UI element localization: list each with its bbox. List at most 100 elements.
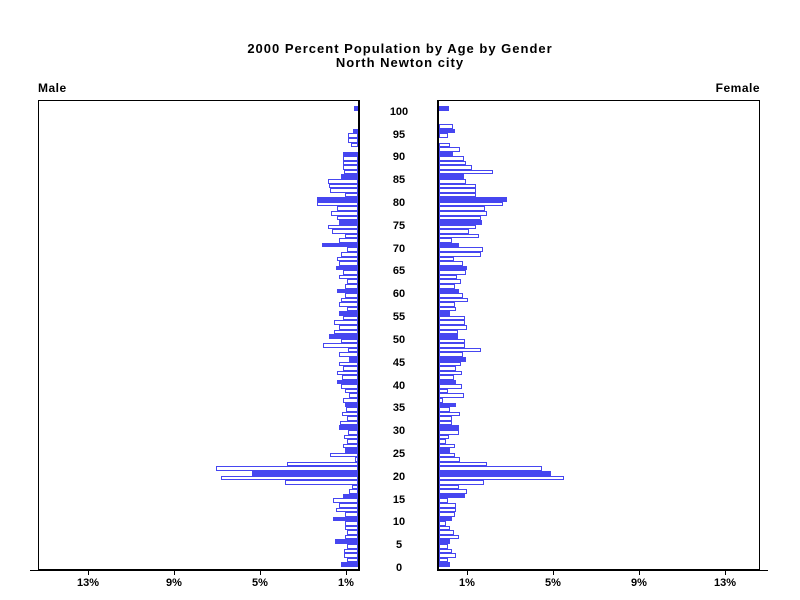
chart-title-line2: North Newton city [335,55,465,70]
female-bar-age-2 [439,553,456,558]
male-bar-age-84 [327,179,358,184]
female-bar-age-86 [439,169,493,175]
age-tick-label-35: 35 [392,402,406,415]
female-bar-age-76 [439,215,482,221]
male-bar-age-5 [335,539,358,545]
female-bar-age-26 [439,443,455,449]
male-bar-age-62 [347,279,358,284]
female-bar-age-6 [439,534,459,540]
age-tick-label-80: 80 [392,197,406,210]
female-bar-age-36 [439,398,444,403]
female-bar-age-65 [439,265,468,271]
female-bar-age-54 [439,315,465,321]
female-bar-age-68 [439,252,481,257]
male-bar-age-56 [347,306,358,312]
age-tick-label-70: 70 [392,242,406,255]
female-bar-age-23 [439,457,461,462]
female-bar-age-51 [439,329,459,335]
female-bar-age-8 [439,525,451,531]
female-bar-age-34 [439,407,450,412]
female-bar-age-75 [439,220,482,225]
male-bar-age-78 [336,206,358,211]
female-bar-age-30 [439,425,459,430]
female-bar-age-0 [439,562,451,567]
age-tick-label-60: 60 [392,288,406,301]
female-bar-age-29 [439,429,459,435]
male-bar-age-79 [317,201,358,207]
male-bar-age-57 [338,302,358,307]
male-bar-age-43 [342,366,358,371]
male-pct-tick-1 [346,570,347,575]
male-bar-age-36 [342,398,358,403]
male-bar-age-19 [221,475,358,481]
male-bar-age-9 [345,521,358,526]
male-bar-age-80 [317,197,358,202]
female-bar-age-72 [439,233,479,239]
age-tick-label-75: 75 [392,219,406,232]
male-bar-age-77 [330,210,358,216]
age-tick-label-65: 65 [392,265,406,278]
female-bar-age-31 [439,420,452,426]
male-bar-age-45 [349,356,358,362]
male-bar-age-94 [348,133,358,138]
female-bar-age-82 [439,188,476,193]
male-panel-label: Male [38,81,67,95]
female-bar-age-38 [439,388,449,394]
age-tick-label-30: 30 [392,425,406,438]
female-bar-age-20 [439,471,552,476]
female-bar-age-80 [439,197,508,202]
male-bar-age-83 [328,183,358,189]
female-bar-age-77 [439,210,487,216]
male-bar-age-31 [339,420,358,426]
male-bar-age-6 [344,534,358,540]
male-bar-age-4 [347,544,358,549]
male-bar-age-55 [339,311,358,316]
male-bar-age-89 [342,156,358,161]
male-pct-tick-13 [88,570,89,575]
female-bar-age-87 [439,165,473,170]
age-tick-label-5: 5 [395,539,403,552]
male-pct-tick-9 [174,570,175,575]
female-bar-age-70 [439,242,459,248]
male-bar-age-40 [336,379,358,385]
male-bar-age-90 [342,151,358,157]
male-bar-age-41 [341,375,358,380]
age-tick-label-25: 25 [392,448,406,460]
age-tick-label-100: 100 [389,105,409,118]
female-bar-age-79 [439,201,504,207]
male-bar-age-72 [345,233,358,239]
female-bar-age-48 [439,343,465,348]
male-bar-age-66 [338,261,358,266]
male-pct-tick-label-1: 1% [338,577,354,589]
age-tick-label-50: 50 [392,333,406,346]
male-bar-age-39 [340,384,358,389]
male-bar-age-20 [251,471,358,476]
male-bar-age-64 [342,270,358,275]
female-bar-age-69 [439,247,484,252]
female-bar-age-90 [439,151,453,157]
age-tick-label-85: 85 [392,174,406,187]
female-bar-age-10 [439,516,453,522]
male-bar-age-75 [338,220,358,225]
female-bar-age-14 [439,498,449,503]
female-bar-age-43 [439,366,457,371]
male-bar-age-10 [333,516,358,522]
female-bar-age-100 [439,106,450,111]
male-bar-age-11 [345,512,358,517]
male-bar-age-50 [329,334,358,339]
age-tick-label-10: 10 [392,516,406,529]
male-bar-age-82 [329,188,358,193]
male-bar-age-85 [341,174,358,179]
female-panel-label: Female [715,81,760,95]
male-bar-age-65 [336,265,358,271]
male-bar-age-51 [333,329,358,335]
female-bar-age-22 [439,461,487,467]
male-bar-age-67 [336,256,358,262]
female-bar-age-53 [439,320,465,326]
male-bar-age-92 [350,142,358,148]
male-bar-age-1 [347,557,358,563]
age-tick-label-55: 55 [392,311,406,324]
female-bar-age-12 [439,507,456,513]
female-bar-age-9 [439,521,446,526]
male-bar-age-95 [352,128,358,134]
